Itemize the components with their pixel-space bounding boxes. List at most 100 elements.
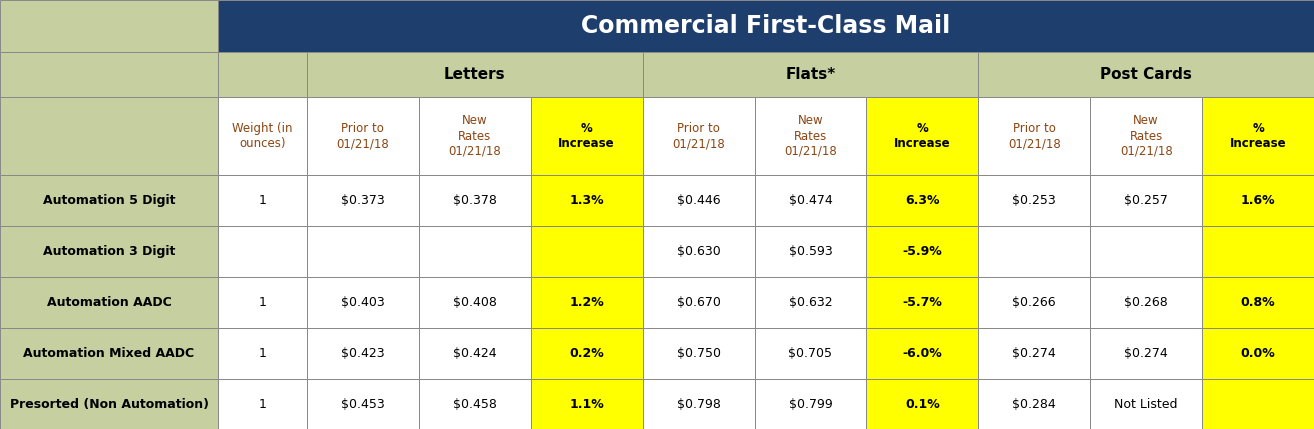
Text: $0.403: $0.403 [342,296,385,309]
Bar [419,175,531,226]
Bar [754,175,866,226]
Text: $0.458: $0.458 [453,398,497,411]
Bar [307,97,419,175]
Text: $0.423: $0.423 [342,347,385,360]
Bar [0,175,218,226]
Text: $0.798: $0.798 [677,398,720,411]
Text: $0.373: $0.373 [342,194,385,207]
Text: Prior to
01/21/18: Prior to 01/21/18 [1008,122,1060,150]
Bar [643,52,979,97]
Bar [218,175,307,226]
Bar [643,277,754,328]
Text: Weight (in
ounces): Weight (in ounces) [233,122,293,150]
Text: 0.2%: 0.2% [569,347,604,360]
Text: $0.274: $0.274 [1125,347,1168,360]
Text: 1.2%: 1.2% [569,296,604,309]
Bar [979,277,1091,328]
Bar [531,97,643,175]
Text: $0.284: $0.284 [1012,398,1056,411]
Bar [1202,175,1314,226]
Text: $0.474: $0.474 [788,194,832,207]
Bar [1202,97,1314,175]
Text: $0.799: $0.799 [788,398,832,411]
Text: 0.8%: 0.8% [1240,296,1276,309]
Text: 1: 1 [259,398,267,411]
Text: Automation Mixed AADC: Automation Mixed AADC [24,347,194,360]
Bar [1091,175,1202,226]
Text: New
Rates
01/21/18: New Rates 01/21/18 [448,114,501,158]
Bar [1202,379,1314,429]
Text: $0.446: $0.446 [677,194,720,207]
Bar [218,328,307,379]
Text: 1.6%: 1.6% [1240,194,1276,207]
Text: $0.705: $0.705 [788,347,833,360]
Text: Automation AADC: Automation AADC [46,296,171,309]
Text: $0.266: $0.266 [1013,296,1056,309]
Text: $0.424: $0.424 [453,347,497,360]
Text: Letters: Letters [444,67,506,82]
Bar [643,379,754,429]
Bar [643,328,754,379]
Bar [754,226,866,277]
Bar [979,379,1091,429]
Text: 0.0%: 0.0% [1240,347,1276,360]
Text: -5.7%: -5.7% [903,296,942,309]
Bar [866,97,979,175]
Bar [1091,379,1202,429]
Text: Presorted (Non Automation): Presorted (Non Automation) [9,398,209,411]
Text: Commercial First-Class Mail: Commercial First-Class Mail [581,14,950,38]
Bar [419,379,531,429]
Text: $0.268: $0.268 [1125,296,1168,309]
Bar [218,52,307,97]
Bar [419,328,531,379]
Bar [1091,277,1202,328]
Text: -6.0%: -6.0% [903,347,942,360]
Bar [0,97,218,175]
Text: 1: 1 [259,194,267,207]
Text: $0.630: $0.630 [677,245,720,258]
Bar [1202,277,1314,328]
Bar [754,328,866,379]
Bar [979,328,1091,379]
Text: $0.670: $0.670 [677,296,720,309]
Bar [218,379,307,429]
Text: 1.1%: 1.1% [569,398,604,411]
Text: Automation 5 Digit: Automation 5 Digit [43,194,175,207]
Text: $0.378: $0.378 [453,194,497,207]
Bar [1202,328,1314,379]
Text: 6.3%: 6.3% [905,194,940,207]
Bar [643,97,754,175]
Text: Post Cards: Post Cards [1100,67,1192,82]
Bar [1202,226,1314,277]
Bar [866,379,979,429]
Bar [0,52,218,97]
Bar [754,97,866,175]
Bar [643,175,754,226]
Text: Not Listed: Not Listed [1114,398,1177,411]
Text: $0.274: $0.274 [1012,347,1056,360]
Text: 0.1%: 0.1% [905,398,940,411]
Text: New
Rates
01/21/18: New Rates 01/21/18 [1120,114,1172,158]
Bar [0,328,218,379]
Bar [218,277,307,328]
Bar [218,97,307,175]
Text: $0.453: $0.453 [342,398,385,411]
Text: Flats*: Flats* [786,67,836,82]
Bar [866,175,979,226]
Text: New
Rates
01/21/18: New Rates 01/21/18 [784,114,837,158]
Bar [754,379,866,429]
Bar [218,0,1314,52]
Text: Prior to
01/21/18: Prior to 01/21/18 [336,122,389,150]
Bar [419,226,531,277]
Text: %
Increase: % Increase [894,122,950,150]
Text: 1.3%: 1.3% [569,194,604,207]
Bar [531,226,643,277]
Bar [307,328,419,379]
Bar [979,97,1091,175]
Bar [643,226,754,277]
Bar [0,226,218,277]
Bar [307,175,419,226]
Text: %
Increase: % Increase [1230,122,1286,150]
Text: $0.750: $0.750 [677,347,720,360]
Bar [754,277,866,328]
